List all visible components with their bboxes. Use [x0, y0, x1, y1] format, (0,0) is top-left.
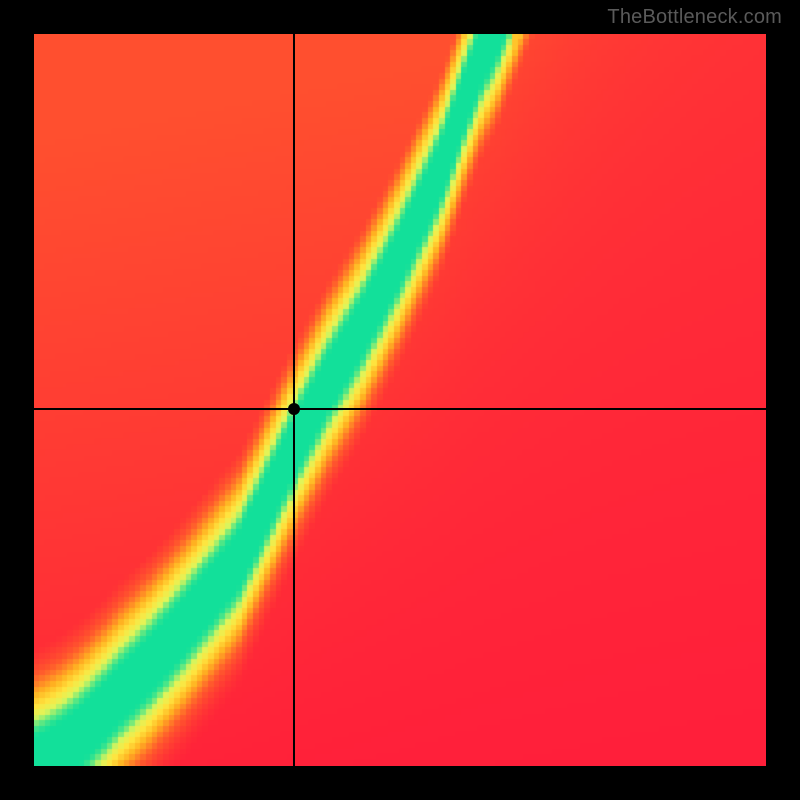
crosshair-horizontal: [34, 408, 766, 410]
heatmap-canvas: [34, 34, 766, 766]
watermark-text: TheBottleneck.com: [607, 6, 782, 29]
crosshair-vertical: [293, 34, 295, 766]
plot-area: [34, 34, 766, 766]
chart-container: TheBottleneck.com: [0, 0, 800, 800]
crosshair-marker: [288, 403, 300, 415]
